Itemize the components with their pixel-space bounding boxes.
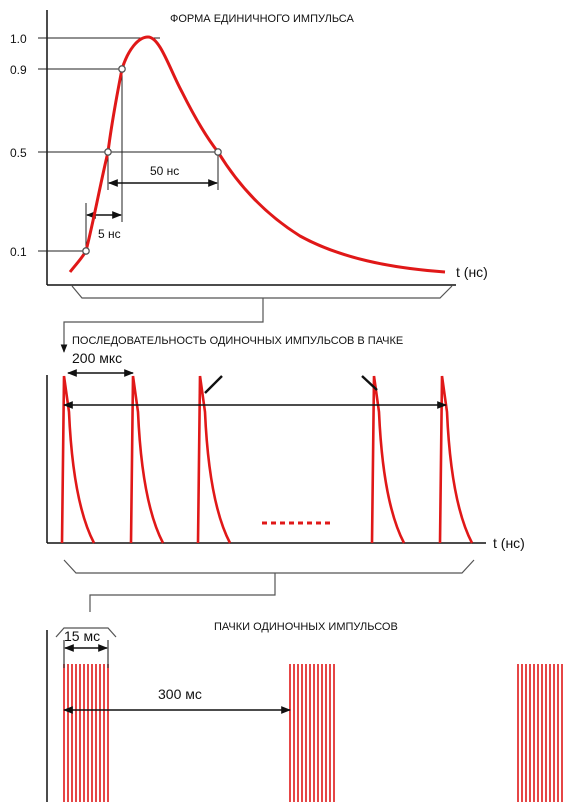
- panel-bursts: ПАЧКИ ОДИНОЧНЫХ ИМПУЛЬСОВ 15 мс 300 мс: [46, 621, 563, 802]
- panel1-title: ФОРМА ЕДИНИЧНОГО ИМПУЛЬСА: [170, 13, 355, 25]
- pulse-width-label: 50 нс: [150, 164, 179, 178]
- point-0-9: [118, 65, 126, 73]
- point-0-1: [82, 247, 90, 255]
- y-tick-label-0-5: 0.5: [10, 146, 27, 160]
- pulse-mark: [60, 375, 96, 544]
- point-0-5-fall: [214, 148, 222, 156]
- panel1-x-axis-label: t (нс): [456, 264, 488, 280]
- zoom-bracket-2: [63, 559, 475, 574]
- panel2-title: ПОСЛЕДОВАТЕЛЬНОСТЬ ОДИНОЧНЫХ ИМПУЛЬСОВ В…: [72, 335, 403, 347]
- y-tick-label-0-9: 0.9: [10, 63, 27, 77]
- panel2-x-axis-label: t (нс): [493, 535, 525, 551]
- break-mark-left: [204, 375, 223, 394]
- zoom-connector-2: [89, 573, 276, 612]
- zoom-bracket-1: [71, 285, 453, 299]
- pulse-curve: [68, 35, 446, 274]
- burst-period-label: 300 мс: [158, 686, 202, 702]
- pulse-train: [60, 375, 474, 544]
- burst-mark: [63, 664, 109, 802]
- panel-pulse-sequence: ПОСЛЕДОВАТЕЛЬНОСТЬ ОДИНОЧНЫХ ИМПУЛЬСОВ В…: [46, 335, 525, 612]
- panel3-title: ПАЧКИ ОДИНОЧНЫХ ИМПУЛЬСОВ: [214, 621, 398, 633]
- y-tick-label-0-1: 0.1: [10, 245, 27, 259]
- pulse-period-label: 200 мкс: [72, 350, 122, 366]
- burst-width-bracket: [55, 627, 117, 638]
- pulse-mark: [129, 375, 165, 544]
- pulse-mark: [438, 375, 474, 544]
- burst-mark: [289, 664, 335, 802]
- burst-mark: [517, 664, 563, 802]
- y-tick-label-1-0: 1.0: [10, 32, 27, 46]
- pulse-mark: [196, 375, 232, 544]
- rise-time-label: 5 нс: [98, 227, 121, 241]
- point-0-5-rise: [104, 148, 112, 156]
- panel-single-pulse: ФОРМА ЕДИНИЧНОГО ИМПУЛЬСА 1.0 0.9 0.5 0.…: [10, 10, 488, 353]
- burst-train: [63, 664, 563, 802]
- burst-width-label: 15 мс: [64, 628, 100, 644]
- break-mark-right: [361, 375, 378, 391]
- zoom-connector-1: [60, 298, 264, 353]
- pulse-mark: [370, 375, 406, 544]
